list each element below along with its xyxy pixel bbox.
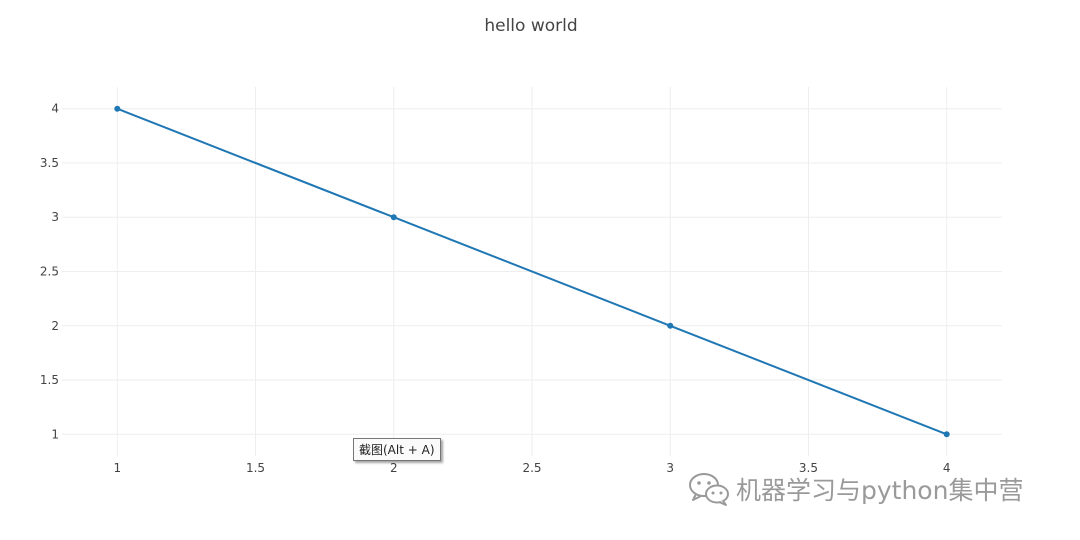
- x-tick-label: 2.5: [522, 461, 541, 475]
- y-tick-label: 2: [51, 319, 59, 333]
- x-tick-label: 3.5: [799, 461, 818, 475]
- y-tick-label: 4: [51, 102, 59, 116]
- wechat-icon: [689, 473, 729, 506]
- watermark: 机器学习与python集中营: [688, 471, 1023, 507]
- y-tick-label: 1.5: [40, 373, 59, 387]
- y-tick-label: 2.5: [40, 265, 59, 279]
- x-tick-label: 1.5: [246, 461, 265, 475]
- y-tick-label: 3.5: [40, 156, 59, 170]
- screenshot-tooltip: 截图(Alt + A): [353, 438, 441, 461]
- x-tick-label: 4: [943, 461, 951, 475]
- grid: [62, 87, 1002, 456]
- x-tick-label: 3: [666, 461, 674, 475]
- x-tick-label: 1: [113, 461, 121, 475]
- chart-title: hello world: [484, 16, 577, 36]
- data-point[interactable]: [943, 431, 950, 438]
- y-tick-label: 3: [51, 210, 59, 224]
- watermark-text: 机器学习与python集中营: [736, 476, 1024, 505]
- data-point[interactable]: [390, 214, 397, 221]
- data-point[interactable]: [114, 105, 121, 112]
- y-tick-label: 1: [51, 427, 59, 441]
- axis-ticks: 1 1.5 2 2.5 3 3.5 4 1 1.5 2 2.5 3 3.5 4: [40, 102, 951, 475]
- series[interactable]: [114, 105, 950, 438]
- x-tick-label: 2: [390, 461, 398, 475]
- series-line[interactable]: [116, 107, 948, 436]
- data-point[interactable]: [667, 322, 674, 329]
